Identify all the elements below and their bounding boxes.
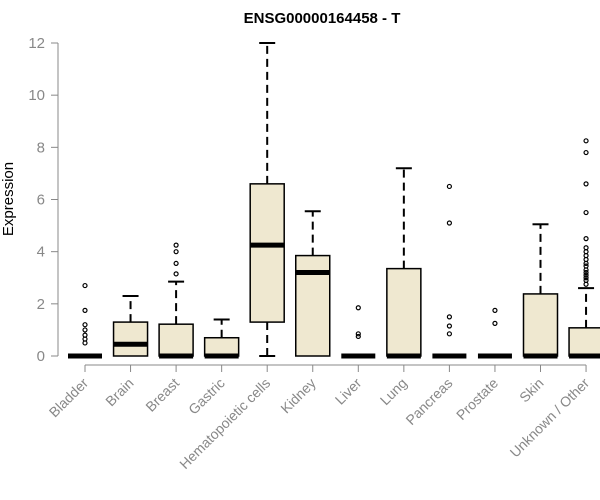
outlier-point <box>82 282 88 289</box>
outlier-point <box>583 269 589 276</box>
outlier-point <box>446 314 452 320</box>
box-iqr <box>112 321 149 357</box>
box-bladder <box>68 282 102 359</box>
box-iqr <box>386 267 422 357</box>
box-iqr <box>158 323 194 357</box>
box-iqr <box>568 327 600 357</box>
y-tick-label: 4 <box>37 244 45 261</box>
boxplot-series <box>68 42 600 359</box>
y-axis: 0 2 4 6 8 10 12 <box>28 35 59 365</box>
outlier-point <box>173 260 179 267</box>
outlier-point <box>355 331 361 337</box>
x-tick-label: Brain <box>102 375 136 409</box>
y-tick-label: 0 <box>37 348 45 365</box>
y-tick-label: 12 <box>28 35 45 52</box>
x-tick-label: Hematopoietic cells <box>176 375 273 472</box>
outlier-point <box>492 320 498 326</box>
box-skin <box>522 223 559 359</box>
outlier-point <box>446 220 452 226</box>
outlier-point <box>82 307 88 313</box>
outlier-point <box>583 272 589 278</box>
y-tick-label: 6 <box>37 192 45 209</box>
box-pancreas <box>432 183 467 359</box>
outlier-point <box>173 271 179 277</box>
box-breast <box>158 242 194 359</box>
outlier-point <box>492 307 498 313</box>
outlier-point <box>173 242 179 248</box>
outlier-point <box>583 209 589 216</box>
x-tick-label: Lung <box>377 375 410 408</box>
outlier-point <box>82 332 88 338</box>
outlier-point <box>446 331 452 337</box>
x-tick-label: Gastric <box>185 375 228 418</box>
box-brain <box>112 295 149 357</box>
chart-title: ENSG00000164458 - T <box>244 10 401 27</box>
outlier-point <box>173 249 179 255</box>
x-tick-label: Bladder <box>46 375 92 421</box>
outlier-point <box>355 305 361 311</box>
outlier-point <box>583 277 589 283</box>
box-gastric <box>203 318 240 359</box>
y-axis-label: Expression <box>0 162 17 236</box>
x-tick-label: Pancreas <box>402 375 455 428</box>
x-tick-label: Prostate <box>453 375 501 423</box>
x-tick-label: Unknown / Other <box>507 375 593 461</box>
outlier-point <box>583 245 589 251</box>
x-tick-label: Kidney <box>277 375 319 417</box>
box-prostate <box>477 307 512 359</box>
x-tick-label: Breast <box>142 375 182 415</box>
outlier-point <box>583 275 589 281</box>
outlier-point <box>583 181 589 187</box>
outlier-point <box>82 322 88 328</box>
box-kidney <box>295 210 331 357</box>
outlier-point <box>355 333 361 340</box>
box-liver <box>341 305 376 359</box>
outlier-point <box>583 263 589 269</box>
x-tick-label: Liver <box>332 375 365 408</box>
outlier-point <box>446 323 452 329</box>
outlier-point <box>583 149 589 156</box>
box-hematopoietic-cells <box>249 42 285 357</box>
outlier-point <box>583 138 589 144</box>
outlier-point <box>446 183 452 190</box>
box-iqr <box>522 293 559 357</box>
x-tick-label: Skin <box>516 375 547 406</box>
y-tick-label: 10 <box>28 87 45 104</box>
y-tick-label: 8 <box>37 139 45 156</box>
box-iqr <box>203 336 240 357</box>
box-lung <box>386 167 422 359</box>
box-unknown-other <box>568 138 600 359</box>
outlier-point <box>82 327 88 333</box>
box-iqr <box>249 183 285 323</box>
outlier-point <box>583 236 589 242</box>
y-tick-label: 2 <box>37 296 45 313</box>
